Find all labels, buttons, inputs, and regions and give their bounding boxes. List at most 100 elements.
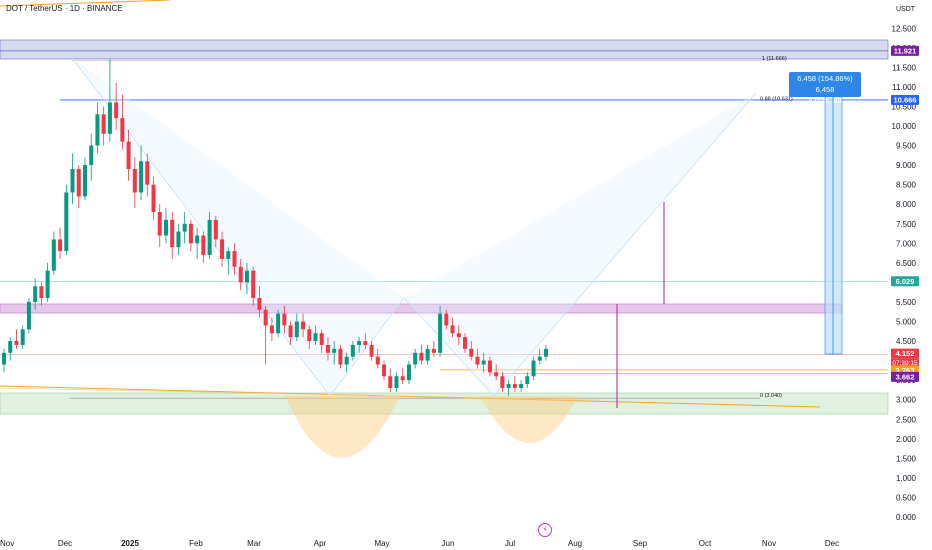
candle-body <box>33 286 38 302</box>
price-tick-label: 11.000 <box>892 83 916 92</box>
candle-body <box>438 313 443 353</box>
cup-left <box>285 396 400 458</box>
price-tick-label: 5.000 <box>896 318 917 327</box>
candle-body <box>444 313 449 326</box>
candle-body <box>413 352 418 365</box>
w-left-fill <box>72 58 404 396</box>
candle-body <box>226 251 231 259</box>
candle-body <box>544 348 548 357</box>
candle-body <box>95 114 100 146</box>
candle-body <box>45 270 50 299</box>
time-tick-label: Oct <box>699 539 712 548</box>
candle-body <box>307 329 312 342</box>
price-tick-label: 6.500 <box>896 259 917 268</box>
resistance-zone <box>0 39 889 60</box>
time-tick-label: Jun <box>442 539 455 548</box>
time-axis[interactable]: Nov Dec 2025 Feb Mar Apr May Jun Jul Aug Sep Oct Nov… <box>0 539 839 548</box>
candle-body <box>344 356 349 365</box>
candle-body <box>282 313 287 326</box>
price-tick-label: 3.000 <box>896 396 917 405</box>
candle-body <box>114 102 119 119</box>
time-tick-label: Nov <box>0 539 14 548</box>
time-tick-label: Feb <box>189 539 203 548</box>
candle-body <box>494 372 499 377</box>
candle-body <box>519 384 524 388</box>
candle-body <box>276 313 281 334</box>
candle-body <box>500 376 505 388</box>
candle-body <box>58 239 63 252</box>
candle-body <box>26 301 31 330</box>
time-tick-label: Dec <box>825 539 839 548</box>
candle-body <box>481 360 486 365</box>
cup-right <box>480 396 578 443</box>
candle-body <box>51 239 56 271</box>
candle-body <box>64 192 69 252</box>
candle-body <box>257 298 262 310</box>
candle-body <box>512 384 517 388</box>
candle-body <box>313 333 318 342</box>
candle-body <box>456 333 461 338</box>
candle-body <box>263 309 268 326</box>
fib-label: 0.88 (10.631) <box>760 96 793 102</box>
price-badge <box>891 348 919 359</box>
candle-body <box>176 231 181 248</box>
candle-body <box>406 364 411 381</box>
candle-body <box>126 141 131 170</box>
candle-body <box>369 344 374 357</box>
price-tick-label: 5.500 <box>896 298 917 307</box>
candle-body <box>14 341 19 345</box>
price-badge-text: 6.029 <box>896 277 915 286</box>
candle-body <box>319 333 324 345</box>
w-right-fill <box>404 93 756 396</box>
price-tick-label: 2.500 <box>896 415 917 424</box>
price-badge <box>891 276 919 287</box>
candle-body <box>431 348 436 353</box>
chart-title: DOT / TetherUS · 1D · BINANCE <box>6 4 123 13</box>
candle-body <box>487 360 492 373</box>
candle-body <box>101 114 106 134</box>
price-tick-label: 7.000 <box>896 239 917 248</box>
candle-body <box>288 325 293 338</box>
candle-body <box>269 325 274 334</box>
candle-body <box>132 169 137 193</box>
candle-body <box>8 341 13 353</box>
candle-body <box>469 348 474 357</box>
price-tick-label: 8.500 <box>896 181 917 190</box>
candle-body <box>145 161 150 185</box>
candle-body <box>76 169 81 197</box>
price-tick-label: 7.500 <box>896 220 917 229</box>
candle-body <box>400 376 405 381</box>
price-tick-label: 8.000 <box>896 200 917 209</box>
candle-body <box>325 344 330 353</box>
candle-body <box>151 184 156 213</box>
price-axis[interactable]: USDT 0.000 0.500 1.000 1.500 2.000 2.500 3.000… <box>892 6 917 522</box>
candles-layer <box>2 59 548 396</box>
candle-body <box>388 376 393 388</box>
candle-body <box>425 348 430 361</box>
candle-body <box>525 376 530 385</box>
trendline-lower-2 <box>0 387 601 401</box>
price-tick-label: 12.500 <box>892 24 917 33</box>
price-tick-label: 10.500 <box>892 102 917 111</box>
price-tick-label: 9.500 <box>896 142 917 151</box>
candle-body <box>82 165 87 197</box>
candle-body <box>301 321 306 330</box>
candle-body <box>20 329 25 345</box>
candle-body <box>170 219 175 248</box>
candle-body <box>537 356 542 361</box>
candle-body <box>195 235 200 244</box>
trendline-top <box>0 0 171 7</box>
price-tick-label: 1.000 <box>896 474 917 483</box>
price-badge-text: 4.152 <box>896 349 915 358</box>
candle-body <box>220 239 225 259</box>
candle-body <box>382 364 387 377</box>
lightning-icon[interactable]: ⚡ <box>538 523 552 537</box>
candle-body <box>463 337 468 349</box>
candle-body <box>213 219 218 240</box>
fib-label: 1 (11.666) <box>762 56 787 62</box>
fib-label: 0 (3.040) <box>760 393 782 399</box>
candle-body <box>238 266 243 283</box>
drawing-annotations: 1 (11.666) 0.88 (10.631) 0 (3.040) <box>0 0 889 458</box>
